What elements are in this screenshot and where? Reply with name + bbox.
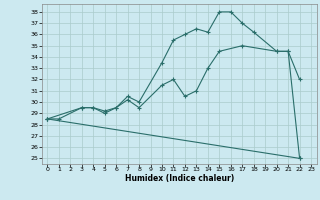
X-axis label: Humidex (Indice chaleur): Humidex (Indice chaleur): [124, 174, 234, 183]
